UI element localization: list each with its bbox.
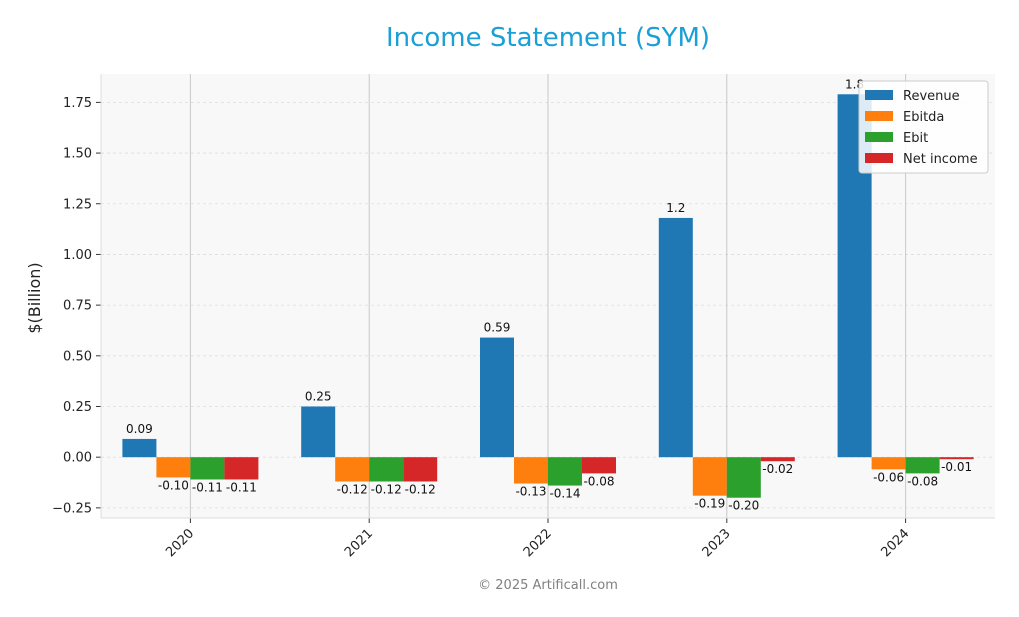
legend-swatch [865,153,893,163]
bar-net-income [403,457,438,482]
bar-value-label: -0.11 [226,480,257,494]
bar-revenue [301,406,336,458]
bar-labels-layer: 0.090.250.591.21.8-0.10 -0.12 -0.13-0.19-0… [126,77,972,512]
bar-value-label: 0.59 [484,321,511,335]
y-tick-label: 0.50 [63,349,92,364]
bar-net-income [582,457,616,474]
y-axis-label: $(Billion) [25,262,44,333]
bar-value-label: -0.20 [728,499,759,513]
bar-ebit [369,457,404,482]
bar-ebit [726,457,761,498]
copyright-footer: © 2025 Artificall.com [478,578,618,593]
bar-revenue [658,217,693,458]
legend-entry: Net income [903,152,978,167]
legend-entry: Ebit [903,131,928,146]
bar-value-label: -0.14 [549,487,580,501]
bar-value-label: 0.09 [126,422,153,436]
legend-entry: Ebitda [903,110,944,125]
bar-ebit [905,457,940,474]
bar-ebit [190,457,225,480]
legend-box [858,80,989,174]
x-tick-label: 2023 [700,526,734,560]
legend: Revenue Ebitda Ebit Net income [858,80,989,174]
legend-swatch [865,90,893,100]
legend-entry: Revenue [903,89,960,104]
bar-net-income [939,457,974,460]
bar-value-label: -0.08 [583,474,614,488]
y-tick-label: 1.75 [63,96,92,111]
chart-title: Income Statement (SYM) [386,23,710,53]
bar-value-label: 1.2 [666,201,685,215]
x-tick-label: 2021 [342,526,376,560]
bar-ebitda [514,457,548,484]
bar-value-label: -0.13 [515,485,546,499]
bar-value-label: -0.12 [337,483,368,497]
y-tick-label: 0.00 [63,451,92,466]
bar-value-label: -0.02 [762,462,793,476]
y-tick-label: 1.00 [63,248,92,263]
bar-ebitda [871,457,906,470]
bar-net-income [760,457,795,462]
y-tick-label: 0.75 [63,299,92,314]
y-axis: −0.25 0.00 0.25 0.50 0.75 1.00 1.25 1.50 1.75 [52,74,102,518]
legend-swatch [865,132,893,142]
x-tick-label: 2024 [878,526,912,560]
legend-swatch [865,111,893,121]
bar-value-label: -0.11 [192,480,223,494]
bar-value-label: -0.01 [941,460,972,474]
bar-revenue [122,438,157,458]
bar-net-income [224,457,259,480]
bar-value-label: 0.25 [305,389,332,403]
y-tick-label: 0.25 [63,400,92,415]
y-tick-label: 1.50 [63,147,92,162]
bar-value-label: -0.12 [405,483,436,497]
y-tick-label: 1.25 [63,197,92,212]
bar-value-label: -0.08 [907,474,938,488]
bar-value-label: -0.19 [694,497,725,511]
bar-value-label: -0.10 [158,478,189,492]
bar-value-label: -0.06 [873,470,904,484]
bar-ebitda [335,457,370,482]
bar-value-label: -0.12 [371,483,402,497]
bar-ebitda [156,457,191,478]
x-axis: 2020 2021 2022 2023 2024 [101,517,995,560]
bar-ebit [548,457,582,486]
bars-layer [122,94,974,498]
x-tick-label: 2022 [521,526,555,560]
bar-ebitda [692,457,727,496]
x-tick-label: 2020 [163,526,197,560]
bar-revenue [480,337,514,458]
y-tick-label: −0.25 [52,501,92,516]
